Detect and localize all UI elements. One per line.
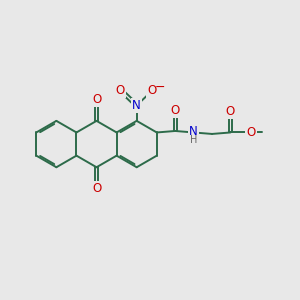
Text: N: N [132,99,141,112]
Text: O: O [147,84,156,97]
Text: O: O [171,104,180,117]
Text: O: O [116,84,125,97]
Text: N: N [189,125,198,138]
Text: H: H [190,135,197,145]
Text: O: O [226,106,235,118]
Text: O: O [92,93,101,106]
Text: −: − [154,80,165,94]
Text: O: O [246,126,256,139]
Text: O: O [92,182,101,195]
